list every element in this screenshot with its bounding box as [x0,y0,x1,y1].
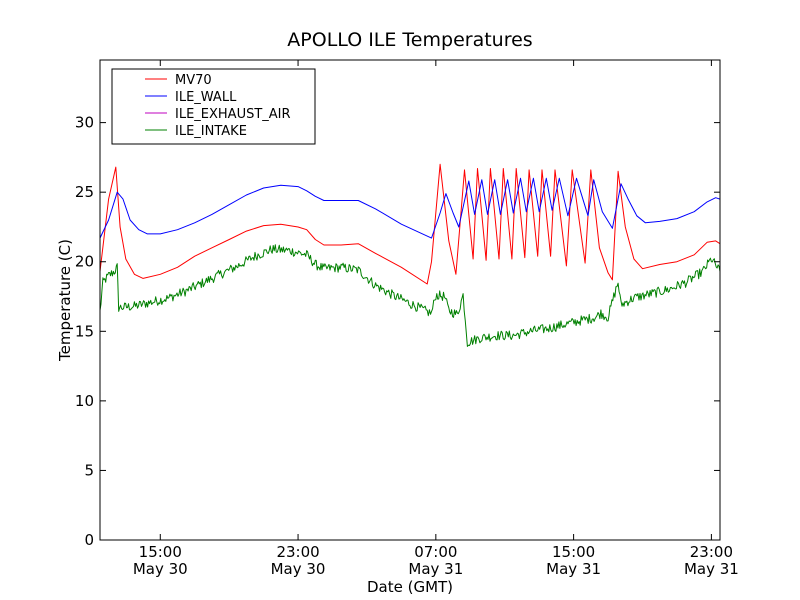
legend-label: MV70 [175,73,212,88]
y-tick-label: 15 [75,322,94,340]
x-axis-label: Date (GMT) [367,578,453,596]
chart-title: APOLLO ILE Temperatures [287,29,532,51]
legend-label: ILE_INTAKE [175,124,247,139]
x-tick-label-time: 15:00 [139,543,182,561]
legend-label: ILE_EXHAUST_AIR [175,107,291,122]
y-axis: 0 5 10 15 20 25 30 [75,114,720,549]
legend: MV70 ILE_WALL ILE_EXHAUST_AIR ILE_INTAKE [111,68,316,145]
series-line-mv70 [100,163,720,285]
x-tick-label-date: May 31 [546,560,601,578]
x-tick-label-date: May 30 [271,560,326,578]
x-tick-label-time: 23:00 [276,543,319,561]
x-tick-label-date: May 31 [684,560,739,578]
plot-frame [99,59,721,541]
series-layer [100,163,720,347]
x-tick-label-date: May 31 [408,560,463,578]
series-line-ile-wall [100,177,720,239]
y-axis-label: Temperature (C) [56,239,74,362]
y-tick-label: 25 [75,183,94,201]
y-tick-label: 10 [75,392,94,410]
y-tick-label: 20 [75,253,94,271]
y-tick-label: 0 [84,531,94,549]
legend-box [111,68,316,145]
x-tick-label-date: May 30 [133,560,188,578]
legend-label: ILE_WALL [175,90,237,105]
x-tick-label-time: 07:00 [414,543,457,561]
y-tick-label: 5 [84,461,94,479]
x-tick-label-time: 15:00 [552,543,595,561]
series-line-ile-intake [100,244,720,347]
x-tick-label-time: 23:00 [690,543,733,561]
y-tick-label: 30 [75,114,94,132]
